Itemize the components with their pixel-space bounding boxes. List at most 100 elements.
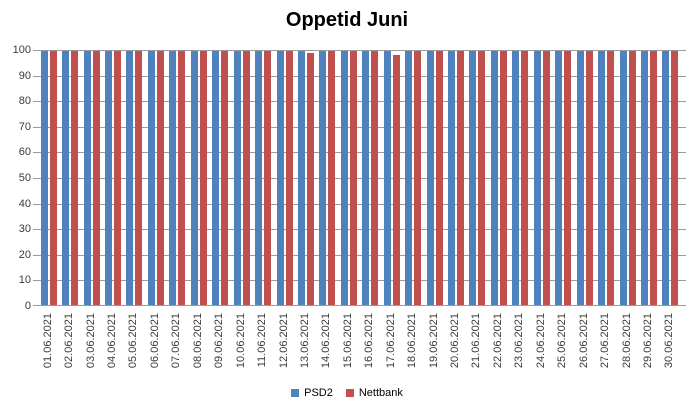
x-tick-label-29.06.2021: 29.06.2021 xyxy=(641,313,654,369)
bar-nettbank-08.06.2021 xyxy=(199,50,207,306)
bar-nettbank-06.06.2021 xyxy=(156,50,164,306)
bar-group-07.06.2021 xyxy=(167,50,188,306)
bar-psd2-07.06.2021 xyxy=(169,50,177,306)
bar-psd2-22.06.2021 xyxy=(490,50,498,306)
bar-psd2-19.06.2021 xyxy=(426,50,434,306)
bar-nettbank-20.06.2021 xyxy=(457,50,465,306)
x-tick-cell: 08.06.2021 xyxy=(188,310,209,386)
y-axis: 0 10 20 30 40 50 60 70 80 90 100 xyxy=(0,44,31,312)
bar-group-05.06.2021 xyxy=(124,50,145,306)
bar-psd2-24.06.2021 xyxy=(533,50,541,306)
bar-nettbank-13.06.2021 xyxy=(306,52,314,306)
legend-item-psd2: PSD2 xyxy=(291,387,333,399)
x-tick-label-08.06.2021: 08.06.2021 xyxy=(191,313,204,369)
bar-group-10.06.2021 xyxy=(231,50,252,306)
bar-psd2-15.06.2021 xyxy=(340,50,348,306)
x-tick-label-09.06.2021: 09.06.2021 xyxy=(213,313,226,369)
bar-psd2-08.06.2021 xyxy=(190,50,198,306)
y-tick-label-60: 60 xyxy=(18,146,31,158)
y-tick-label-80: 80 xyxy=(18,95,31,107)
gridline-100 xyxy=(33,50,686,51)
x-tick-label-06.06.2021: 06.06.2021 xyxy=(148,313,161,369)
x-tick-label-11.06.2021: 11.06.2021 xyxy=(256,313,269,368)
x-tick-label-18.06.2021: 18.06.2021 xyxy=(406,313,419,369)
bar-group-08.06.2021 xyxy=(188,50,209,306)
x-tick-cell: 20.06.2021 xyxy=(445,310,466,386)
legend-swatch-nettbank xyxy=(345,389,354,397)
bar-group-09.06.2021 xyxy=(210,50,231,306)
y-tick-label-70: 70 xyxy=(18,121,31,133)
bar-nettbank-14.06.2021 xyxy=(328,50,336,306)
bar-nettbank-16.06.2021 xyxy=(371,50,379,306)
gridline-30 xyxy=(33,229,686,230)
bar-nettbank-25.06.2021 xyxy=(564,50,572,306)
x-tick-cell: 13.06.2021 xyxy=(295,310,316,386)
x-tick-cell: 14.06.2021 xyxy=(317,310,338,386)
bar-nettbank-19.06.2021 xyxy=(435,50,443,306)
bar-psd2-25.06.2021 xyxy=(555,50,563,306)
bar-group-06.06.2021 xyxy=(145,50,166,306)
x-tick-label-16.06.2021: 16.06.2021 xyxy=(363,313,376,369)
bar-nettbank-07.06.2021 xyxy=(178,50,186,306)
bar-nettbank-30.06.2021 xyxy=(671,50,679,306)
gridline-40 xyxy=(33,204,686,205)
bar-group-29.06.2021 xyxy=(638,50,659,306)
bar-group-16.06.2021 xyxy=(360,50,381,306)
bar-nettbank-04.06.2021 xyxy=(114,50,122,306)
bar-nettbank-11.06.2021 xyxy=(264,50,272,306)
legend-item-nettbank: Nettbank xyxy=(345,387,403,399)
x-tick-cell: 29.06.2021 xyxy=(638,310,659,386)
gridline-70 xyxy=(33,127,686,128)
bar-nettbank-17.06.2021 xyxy=(392,55,400,306)
bar-nettbank-12.06.2021 xyxy=(285,50,293,306)
bar-group-30.06.2021 xyxy=(660,50,681,306)
bar-psd2-14.06.2021 xyxy=(319,50,327,306)
bar-group-02.06.2021 xyxy=(59,50,80,306)
gridline-20 xyxy=(33,255,686,256)
x-tick-label-05.06.2021: 05.06.2021 xyxy=(127,313,140,369)
bar-psd2-03.06.2021 xyxy=(83,50,91,306)
y-tick-label-100: 100 xyxy=(12,44,31,56)
x-tick-label-15.06.2021: 15.06.2021 xyxy=(341,313,354,369)
bar-psd2-06.06.2021 xyxy=(147,50,155,306)
x-tick-cell: 12.06.2021 xyxy=(274,310,295,386)
bar-psd2-13.06.2021 xyxy=(297,50,305,306)
x-tick-label-23.06.2021: 23.06.2021 xyxy=(513,313,526,369)
bar-group-21.06.2021 xyxy=(467,50,488,306)
x-tick-label-10.06.2021: 10.06.2021 xyxy=(234,313,247,369)
x-tick-label-25.06.2021: 25.06.2021 xyxy=(556,313,569,369)
bar-group-25.06.2021 xyxy=(553,50,574,306)
x-tick-cell: 19.06.2021 xyxy=(424,310,445,386)
x-tick-label-13.06.2021: 13.06.2021 xyxy=(298,313,311,369)
chart-title: Oppetid Juni xyxy=(285,9,409,31)
x-tick-cell: 17.06.2021 xyxy=(381,310,402,386)
bar-nettbank-29.06.2021 xyxy=(649,50,657,306)
bar-psd2-30.06.2021 xyxy=(662,50,670,306)
bar-group-18.06.2021 xyxy=(402,50,423,306)
bar-nettbank-22.06.2021 xyxy=(499,50,507,306)
x-tick-cell: 15.06.2021 xyxy=(338,310,359,386)
bar-nettbank-24.06.2021 xyxy=(542,50,550,306)
legend-label-nettbank: Nettbank xyxy=(358,387,403,399)
bar-psd2-01.06.2021 xyxy=(40,50,48,306)
x-tick-cell: 03.06.2021 xyxy=(81,310,102,386)
x-tick-cell: 05.06.2021 xyxy=(124,310,145,386)
x-tick-cell: 16.06.2021 xyxy=(360,310,381,386)
bar-psd2-02.06.2021 xyxy=(62,50,70,306)
bar-psd2-09.06.2021 xyxy=(212,50,220,306)
x-tick-cell: 01.06.2021 xyxy=(38,310,59,386)
x-tick-label-26.06.2021: 26.06.2021 xyxy=(577,313,590,369)
x-tick-cell: 22.06.2021 xyxy=(488,310,509,386)
legend-swatch-psd2 xyxy=(291,389,300,397)
x-tick-label-07.06.2021: 07.06.2021 xyxy=(170,313,183,369)
bar-psd2-29.06.2021 xyxy=(640,50,648,306)
bar-psd2-10.06.2021 xyxy=(233,50,241,306)
bar-group-13.06.2021 xyxy=(295,50,316,306)
x-tick-cell: 18.06.2021 xyxy=(402,310,423,386)
bar-psd2-05.06.2021 xyxy=(126,50,134,306)
x-tick-label-01.06.2021: 01.06.2021 xyxy=(41,313,54,369)
x-tick-cell: 11.06.2021 xyxy=(252,310,273,386)
x-tick-cell: 23.06.2021 xyxy=(510,310,531,386)
gridline-10 xyxy=(33,280,686,281)
x-tick-label-20.06.2021: 20.06.2021 xyxy=(449,313,462,369)
